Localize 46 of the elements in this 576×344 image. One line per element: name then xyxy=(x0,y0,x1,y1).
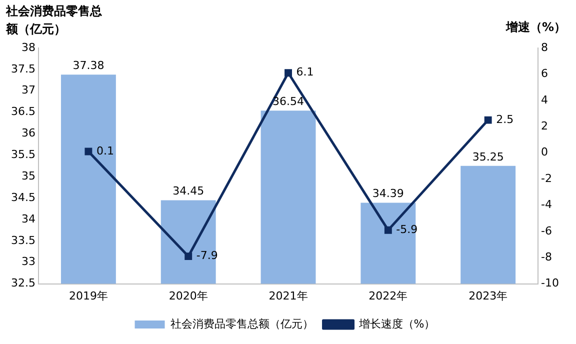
x-tick-label: 2022年 xyxy=(368,289,408,302)
y2-tick-label: 6 xyxy=(541,67,548,80)
y-tick-label: 35.5 xyxy=(10,148,36,162)
x-tick-label: 2019年 xyxy=(68,289,108,302)
y2-tick-label: 4 xyxy=(541,93,548,106)
y-tick-label: 36 xyxy=(21,126,36,140)
y2-tick-label: 0 xyxy=(541,146,548,159)
x-tick-label: 2020年 xyxy=(168,289,208,302)
y2-axis-title: 增速（%） xyxy=(504,20,566,34)
y-tick-label: 37.5 xyxy=(10,62,36,76)
legend-label: 社会消费品零售总额（亿元） xyxy=(170,317,314,330)
y-tick-label: 34.5 xyxy=(10,190,36,204)
y-tick-label: 38 xyxy=(21,40,36,54)
y2-tick-label: -2 xyxy=(541,172,552,185)
y2-tick-label: -8 xyxy=(541,250,552,264)
data-label: 34.39 xyxy=(372,187,404,200)
point xyxy=(384,226,392,234)
y2-tick-label: -6 xyxy=(541,224,552,238)
x-tick-label: 2023年 xyxy=(468,289,508,302)
y-tick-label: 36.5 xyxy=(10,105,36,118)
data-label: -5.9 xyxy=(396,222,418,236)
y-tick-label: 34 xyxy=(21,212,36,226)
y-tick-label: 37 xyxy=(21,84,36,97)
point xyxy=(84,148,92,156)
data-label: 0.1 xyxy=(96,144,114,158)
data-label: 2.5 xyxy=(496,112,514,126)
point xyxy=(184,252,192,260)
y-tick-label: 33 xyxy=(21,255,36,268)
y-tick-label: 32.5 xyxy=(10,276,36,290)
point xyxy=(484,116,492,124)
y2-tick-label: -10 xyxy=(541,276,559,290)
data-label: 34.45 xyxy=(172,184,204,198)
legend-label: 增长速度（%） xyxy=(358,317,436,330)
data-label: 35.25 xyxy=(472,150,504,164)
y2-tick-label: 2 xyxy=(541,119,548,132)
x-tick-label: 2021年 xyxy=(268,289,308,302)
y2-tick-label: 8 xyxy=(541,40,548,54)
point xyxy=(284,69,292,77)
data-label: -7.9 xyxy=(196,249,218,262)
y-tick-label: 35 xyxy=(21,169,36,182)
data-label: 6.1 xyxy=(296,66,314,79)
data-label: 36.54 xyxy=(272,94,304,108)
data-label: 37.38 xyxy=(72,58,104,72)
y-tick-label: 33.5 xyxy=(10,234,36,247)
y-axis-title: 社会消费品零售总额（亿元） xyxy=(5,4,103,36)
y2-tick-label: -4 xyxy=(541,198,552,212)
